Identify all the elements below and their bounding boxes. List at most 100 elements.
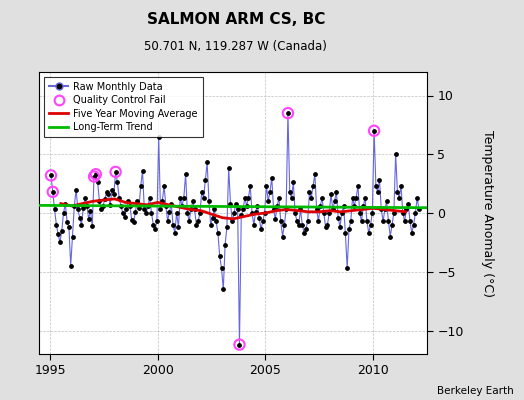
Point: [300, 230, 308, 236]
Point: [118, 210, 127, 216]
Point: [282, 206, 290, 213]
Point: [146, 194, 154, 201]
Point: [169, 222, 177, 228]
Point: [375, 177, 384, 183]
Point: [221, 242, 230, 248]
Point: [327, 191, 335, 197]
Point: [106, 202, 114, 208]
Point: [383, 198, 391, 204]
Point: [214, 230, 222, 236]
Point: [312, 206, 321, 213]
Point: [155, 134, 163, 140]
Point: [117, 203, 125, 209]
Point: [404, 200, 412, 207]
Point: [409, 222, 418, 228]
Point: [318, 194, 326, 201]
Point: [320, 210, 328, 216]
Point: [337, 210, 346, 216]
Point: [248, 210, 256, 216]
Point: [115, 194, 123, 201]
Point: [332, 189, 341, 195]
Point: [50, 206, 59, 213]
Point: [67, 263, 75, 269]
Point: [291, 210, 299, 216]
Point: [329, 206, 337, 213]
Point: [137, 183, 145, 189]
Point: [391, 151, 400, 158]
Point: [255, 214, 264, 221]
Point: [79, 205, 88, 212]
Point: [287, 194, 296, 201]
Point: [400, 218, 409, 224]
Point: [415, 206, 423, 213]
Point: [408, 230, 416, 236]
Point: [74, 206, 82, 213]
Text: 50.701 N, 119.287 W (Canada): 50.701 N, 119.287 W (Canada): [145, 40, 327, 53]
Point: [284, 110, 292, 116]
Point: [147, 210, 156, 216]
Point: [243, 203, 251, 209]
Point: [393, 189, 401, 195]
Point: [381, 206, 389, 213]
Point: [81, 194, 89, 201]
Point: [126, 203, 134, 209]
Point: [235, 341, 244, 348]
Point: [298, 222, 307, 228]
Point: [340, 203, 348, 209]
Point: [149, 222, 158, 228]
Point: [368, 210, 376, 216]
Point: [93, 179, 102, 186]
Point: [366, 222, 375, 228]
Point: [59, 210, 68, 216]
Point: [163, 218, 172, 224]
Point: [354, 183, 362, 189]
Point: [92, 171, 100, 178]
Point: [230, 210, 238, 216]
Point: [249, 222, 258, 228]
Point: [345, 226, 353, 233]
Point: [110, 191, 118, 197]
Point: [350, 203, 358, 209]
Point: [311, 171, 319, 178]
Point: [314, 218, 323, 224]
Point: [343, 265, 352, 272]
Point: [264, 198, 272, 204]
Point: [72, 186, 80, 193]
Point: [388, 222, 396, 228]
Point: [133, 198, 141, 204]
Point: [140, 206, 148, 213]
Point: [244, 194, 253, 201]
Point: [156, 206, 165, 213]
Point: [262, 183, 270, 189]
Point: [370, 128, 378, 134]
Point: [180, 194, 188, 201]
Point: [294, 222, 303, 228]
Point: [199, 194, 208, 201]
Point: [228, 218, 236, 224]
Point: [135, 205, 143, 212]
Point: [47, 172, 55, 178]
Point: [198, 189, 206, 195]
Point: [348, 194, 357, 201]
Point: [224, 165, 233, 172]
Point: [54, 231, 62, 237]
Point: [209, 214, 217, 221]
Point: [178, 203, 186, 209]
Point: [268, 174, 276, 181]
Point: [84, 216, 93, 222]
Point: [284, 110, 292, 116]
Point: [226, 200, 235, 207]
Point: [144, 203, 152, 209]
Point: [307, 194, 315, 201]
Text: SALMON ARM CS, BC: SALMON ARM CS, BC: [147, 12, 325, 27]
Point: [397, 183, 405, 189]
Point: [336, 224, 344, 230]
Point: [99, 203, 107, 209]
Point: [192, 222, 201, 228]
Point: [303, 218, 312, 224]
Point: [104, 191, 113, 197]
Point: [205, 198, 213, 204]
Point: [121, 213, 129, 220]
Point: [316, 203, 324, 209]
Point: [277, 218, 285, 224]
